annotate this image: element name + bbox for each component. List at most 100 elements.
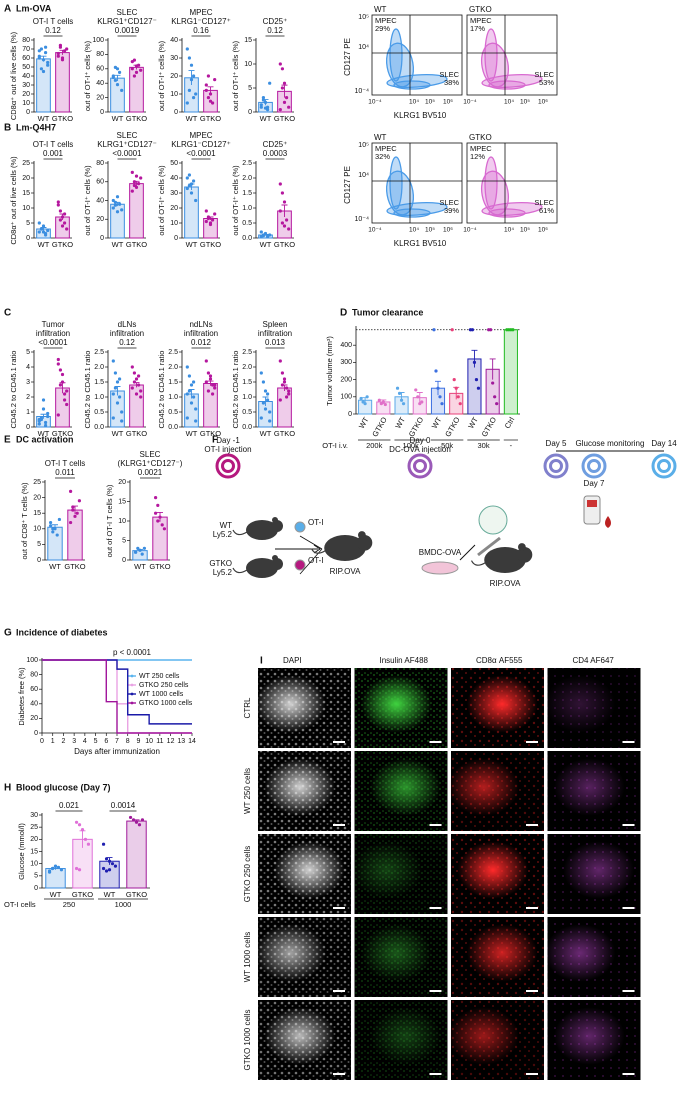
data-point — [282, 100, 287, 104]
y-tick-label: 15 — [22, 190, 30, 197]
data-point — [58, 368, 63, 372]
data-point — [140, 818, 145, 822]
data-point — [51, 530, 55, 534]
data-point — [56, 54, 60, 58]
data-point — [60, 215, 65, 219]
data-point — [261, 380, 266, 384]
y-axis-label: Glucose (mmol/l) — [17, 823, 26, 880]
gate-percent: 17% — [470, 24, 485, 33]
x-tick-label: WT — [112, 429, 124, 438]
flow-y-tick: 10⁵ — [358, 14, 369, 21]
panel-title: Tumor clearance — [352, 307, 423, 317]
y-tick-label: 40 — [30, 701, 38, 708]
mouse-ear — [518, 543, 526, 551]
y-tick-label: 0 — [348, 411, 352, 418]
data-point — [359, 396, 363, 401]
row-label: WT 1000 cells — [243, 932, 252, 983]
data-point — [263, 407, 268, 411]
data-point — [113, 200, 118, 204]
flow-x-tick: 10⁵ — [425, 227, 435, 234]
flow-population — [488, 208, 526, 218]
mouse-head — [516, 547, 533, 563]
legend-marker — [130, 692, 134, 696]
bar — [152, 516, 168, 561]
data-point — [60, 372, 65, 377]
data-point — [194, 198, 198, 203]
data-point — [511, 328, 515, 332]
y-tick-label: 100 — [92, 37, 104, 44]
y-tick-label: 5 — [26, 349, 30, 356]
p-value: <0.0001 — [112, 149, 142, 158]
data-point — [213, 386, 217, 390]
y-tick-label: 5 — [34, 873, 38, 880]
panel-title: Blood glucose (Day 7) — [16, 782, 111, 792]
x-tick-label: GTKO — [274, 114, 295, 123]
data-point — [189, 401, 194, 405]
micrograph-signal — [448, 1007, 519, 1065]
error-bar — [281, 84, 288, 98]
data-point — [278, 209, 282, 213]
y-axis-label: CD8α⁺ out of live cells (%) — [9, 156, 18, 245]
data-point — [77, 499, 81, 503]
cell-icon — [294, 559, 306, 571]
y-tick-label: 2.5 — [242, 349, 252, 356]
chart-title: SLEC — [140, 450, 161, 459]
flow-y-tick: 10⁴ — [358, 44, 369, 51]
data-point — [268, 410, 272, 414]
y-tick-label: 0 — [248, 109, 252, 116]
y-axis-label: Tumor volume (mm³) — [325, 336, 334, 406]
x-tick-label: WT — [134, 562, 146, 571]
data-point — [58, 218, 63, 222]
gate-label: MPEC — [375, 144, 397, 153]
x-tick-label: WT — [357, 415, 371, 430]
data-point — [204, 88, 208, 92]
x-tick-label: GTKO — [72, 890, 93, 899]
data-point — [60, 380, 65, 384]
x-tick-label: WT — [186, 429, 198, 438]
data-point — [206, 371, 211, 375]
data-point — [261, 98, 266, 102]
x-tick-label: 1 — [51, 738, 55, 745]
recipient-label: RIP.OVA — [330, 567, 361, 576]
data-point — [111, 359, 115, 363]
x-tick-label: 2 — [61, 738, 65, 745]
data-point — [191, 395, 196, 399]
flow-y-label: CD127 PE — [343, 38, 352, 76]
data-point — [454, 386, 458, 390]
data-point — [137, 823, 142, 827]
y-tick-label: 3 — [26, 379, 30, 386]
data-point — [130, 170, 134, 174]
data-point — [365, 395, 369, 399]
data-point — [265, 392, 270, 396]
data-point — [132, 183, 137, 188]
data-point — [278, 359, 282, 363]
y-tick-label: 30 — [170, 190, 178, 197]
y-axis-label: out of OT-I⁺ cells (%) — [83, 165, 92, 236]
data-point — [39, 227, 44, 231]
data-point — [213, 78, 217, 82]
data-point — [39, 47, 44, 51]
data-point — [77, 868, 82, 872]
x-tick-label: GTKO — [52, 429, 73, 438]
data-point — [50, 866, 55, 871]
data-point — [134, 550, 138, 554]
y-tick-label: 0 — [26, 235, 30, 242]
y-tick-label: 0 — [26, 109, 30, 116]
data-point — [113, 371, 118, 375]
y-tick-label: 60 — [96, 66, 104, 73]
y-axis-label: CD45.2 to CD45.1 ratio — [157, 351, 166, 429]
data-point — [43, 423, 48, 428]
y-tick-label: 30 — [170, 55, 178, 62]
data-point — [130, 67, 134, 71]
mouse-body — [484, 547, 526, 573]
x-tick-label: 6 — [104, 738, 108, 745]
flow-y-tick: 10⁵ — [358, 142, 369, 149]
data-point — [111, 416, 115, 420]
data-point — [41, 407, 46, 411]
gate-label: MPEC — [375, 16, 397, 25]
y-tick-label: 20 — [96, 94, 104, 101]
y-tick-label: 5 — [248, 85, 252, 92]
data-point — [46, 63, 50, 67]
x-tick-label: WT — [430, 415, 444, 430]
y-tick-label: 4 — [26, 364, 30, 371]
